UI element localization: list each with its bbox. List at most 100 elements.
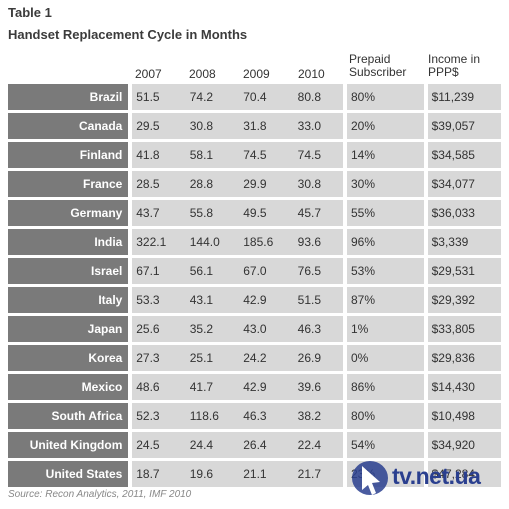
col-header-2010: 2010 xyxy=(298,67,325,81)
cell-prepaid: 54% xyxy=(346,432,424,458)
table-number: Table 1 xyxy=(8,5,52,20)
col-header-2009: 2009 xyxy=(243,67,270,81)
cell-prepaid: 0% xyxy=(346,345,424,371)
table-row: Canada 29.5 30.8 31.8 33.0 20% $39,057 xyxy=(8,113,501,139)
cell-2008: 118.6 xyxy=(185,403,240,429)
cell-2010: 38.2 xyxy=(293,403,344,429)
cell-gap xyxy=(423,403,428,429)
col-header-prepaid: Prepaid Subscriber xyxy=(349,52,407,79)
cell-2010: 80.8 xyxy=(293,84,344,110)
source-note: Source: Recon Analytics, 2011, IMF 2010 xyxy=(8,489,192,500)
cell-2009: 21.1 xyxy=(239,461,294,487)
cell-gap xyxy=(423,229,428,255)
cell-2010: 30.8 xyxy=(293,171,344,197)
cell-gap xyxy=(423,258,428,284)
watermark-text: tv.net.ua xyxy=(392,463,481,489)
cell-income: $47,284 xyxy=(427,461,501,487)
cell-gap xyxy=(128,171,133,197)
cell-2008: 58.1 xyxy=(185,142,240,168)
cell-gap xyxy=(423,200,428,226)
cell-2008: 28.8 xyxy=(185,171,240,197)
cell-gap xyxy=(423,345,428,371)
cell-2009: 31.8 xyxy=(239,113,294,139)
cell-gap xyxy=(343,345,347,371)
cell-income: $33,805 xyxy=(427,316,501,342)
cell-2008: 74.2 xyxy=(185,84,240,110)
cell-2009: 43.0 xyxy=(239,316,294,342)
cell-prepaid: 20% xyxy=(346,113,424,139)
cell-gap xyxy=(128,258,133,284)
cell-prepaid: 86% xyxy=(346,374,424,400)
country-cell: Italy xyxy=(8,287,129,313)
cell-income: $29,392 xyxy=(427,287,501,313)
cell-2008: 19.6 xyxy=(185,461,240,487)
cell-gap xyxy=(423,113,428,139)
cell-2007: 25.6 xyxy=(132,316,186,342)
table-row: Finland 41.8 58.1 74.5 74.5 14% $34,585 xyxy=(8,142,501,168)
cell-gap xyxy=(343,171,347,197)
cell-prepaid: 55% xyxy=(346,200,424,226)
cell-2010: 51.5 xyxy=(293,287,344,313)
cell-gap xyxy=(128,316,133,342)
country-cell: Brazil xyxy=(8,84,129,110)
cell-gap xyxy=(423,287,428,313)
table-row: Korea 27.3 25.1 24.2 26.9 0% $29,836 xyxy=(8,345,501,371)
cell-gap xyxy=(128,229,133,255)
cell-2009: 74.5 xyxy=(239,142,294,168)
cell-2007: 28.5 xyxy=(132,171,186,197)
country-cell: Canada xyxy=(8,113,129,139)
cell-income: $39,057 xyxy=(427,113,501,139)
cell-gap xyxy=(423,374,428,400)
col-header-income: Income in PPP$ xyxy=(428,52,481,79)
cell-gap xyxy=(343,432,347,458)
cell-income: $3,339 xyxy=(427,229,501,255)
cell-2007: 48.6 xyxy=(132,374,186,400)
cell-2007: 67.1 xyxy=(132,258,186,284)
cell-2010: 33.0 xyxy=(293,113,344,139)
country-cell: Finland xyxy=(8,142,129,168)
country-cell: Israel xyxy=(8,258,129,284)
cell-2008: 25.1 xyxy=(185,345,240,371)
cell-income: $11,239 xyxy=(427,84,501,110)
cell-gap xyxy=(423,432,428,458)
cell-2007: 24.5 xyxy=(132,432,186,458)
cell-2009: 26.4 xyxy=(239,432,294,458)
cell-gap xyxy=(128,432,133,458)
cell-prepaid: 80% xyxy=(346,84,424,110)
cell-gap xyxy=(128,84,133,110)
cell-gap xyxy=(343,113,347,139)
cell-gap xyxy=(128,345,133,371)
watermark-logo xyxy=(352,461,388,495)
pointer-arrow-icon xyxy=(362,466,380,495)
cell-prepaid: 30% xyxy=(346,171,424,197)
cell-2007: 41.8 xyxy=(132,142,186,168)
cell-2008: 56.1 xyxy=(185,258,240,284)
cell-prepaid: 96% xyxy=(346,229,424,255)
table-row: Mexico 48.6 41.7 42.9 39.6 86% $14,430 xyxy=(8,374,501,400)
country-cell: India xyxy=(8,229,129,255)
cell-2008: 30.8 xyxy=(185,113,240,139)
cell-gap xyxy=(343,287,347,313)
table-row: Israel 67.1 56.1 67.0 76.5 53% $29,531 xyxy=(8,258,501,284)
cell-gap xyxy=(423,171,428,197)
cell-gap xyxy=(343,316,347,342)
cell-gap xyxy=(128,287,133,313)
cell-2008: 35.2 xyxy=(185,316,240,342)
country-cell: Korea xyxy=(8,345,129,371)
table-row: India 322.1 144.0 185.6 93.6 96% $3,339 xyxy=(8,229,501,255)
cell-prepaid: 14% xyxy=(346,142,424,168)
cell-2009: 42.9 xyxy=(239,374,294,400)
cell-2009: 185.6 xyxy=(239,229,294,255)
cell-gap xyxy=(343,461,347,487)
cell-prepaid: 1% xyxy=(346,316,424,342)
cell-gap xyxy=(343,403,347,429)
country-cell: South Africa xyxy=(8,403,129,429)
cell-2007: 322.1 xyxy=(132,229,186,255)
cell-income: $34,585 xyxy=(427,142,501,168)
cell-2010: 22.4 xyxy=(293,432,344,458)
cell-2010: 74.5 xyxy=(293,142,344,168)
cell-2010: 39.6 xyxy=(293,374,344,400)
col-header-2008: 2008 xyxy=(189,67,216,81)
country-cell: Mexico xyxy=(8,374,129,400)
cell-2010: 46.3 xyxy=(293,316,344,342)
